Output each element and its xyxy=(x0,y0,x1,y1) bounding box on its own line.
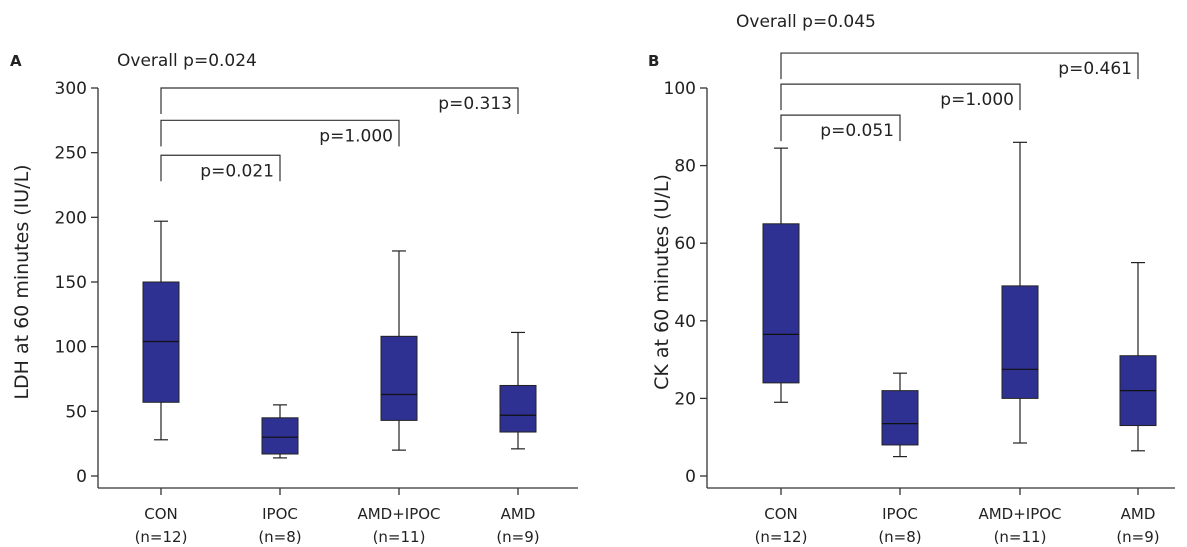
significance-bracket xyxy=(780,83,1021,111)
box-amd xyxy=(499,331,537,450)
y-tick-label: 50 xyxy=(65,402,87,422)
x-tick-label: AMD+IPOC xyxy=(357,505,440,523)
y-axis-label: CK at 60 minutes (U/L) xyxy=(651,174,673,390)
x-tick-label: AMD+IPOC xyxy=(978,505,1061,523)
p-value-label: p=0.021 xyxy=(200,161,274,181)
significance-bracket xyxy=(160,119,400,147)
p-value-label: p=0.461 xyxy=(1058,59,1132,79)
y-tick-label: 0 xyxy=(685,467,696,487)
x-tick-sample-size: (n=12) xyxy=(135,528,188,546)
x-tick-sample-size: (n=9) xyxy=(1116,528,1159,546)
y-tick-label: 0 xyxy=(76,467,87,487)
y-tick-label: 250 xyxy=(55,144,87,164)
significance-bracket xyxy=(780,114,901,142)
panel-letter: A xyxy=(10,52,22,70)
x-tick-label: CON xyxy=(144,505,178,523)
y-tick-label: 300 xyxy=(55,79,87,99)
y-tick-label: 100 xyxy=(664,79,696,99)
x-tick-sample-size: (n=11) xyxy=(994,528,1047,546)
x-tick-sample-size: (n=8) xyxy=(878,528,921,546)
box-amd xyxy=(1119,262,1157,452)
panel-a: A Overall p=0.024 0 50 100 150 200 250 300 LDH at… xyxy=(10,51,578,546)
x-tick-label: CON xyxy=(764,505,798,523)
box-amd-ipoc xyxy=(1001,141,1039,444)
iqr-box xyxy=(762,223,800,384)
x-tick-label: IPOC xyxy=(262,505,298,523)
box-amd-ipoc xyxy=(380,250,418,451)
x-tick-sample-size: (n=11) xyxy=(373,528,426,546)
box-ipoc xyxy=(881,372,919,458)
p-value-label: p=0.051 xyxy=(820,121,894,141)
significance-bracket xyxy=(780,52,1139,80)
p-value-label: p=1.000 xyxy=(319,126,393,146)
x-tick-sample-size: (n=9) xyxy=(496,528,539,546)
iqr-box xyxy=(1001,285,1039,399)
y-tick-label: 100 xyxy=(55,338,87,358)
y-tick-label: 150 xyxy=(55,273,87,293)
y-tick-label: 20 xyxy=(674,389,696,409)
significance-bracket xyxy=(160,154,281,182)
x-tick-label: AMD xyxy=(1121,505,1156,523)
panel-letter: B xyxy=(648,52,659,70)
box-con xyxy=(142,220,180,441)
y-tick-label: 80 xyxy=(674,157,696,177)
iqr-box xyxy=(380,335,418,421)
significance-bracket xyxy=(160,87,519,114)
overall-p-value: Overall p=0.024 xyxy=(117,51,257,71)
box-con xyxy=(762,147,800,403)
iqr-box xyxy=(499,384,537,433)
p-value-label: p=0.313 xyxy=(438,94,512,114)
box-ipoc xyxy=(261,404,299,459)
iqr-box xyxy=(881,390,919,446)
x-tick-label: AMD xyxy=(501,505,536,523)
y-axis-label: LDH at 60 minutes (IU/L) xyxy=(11,164,33,399)
iqr-box xyxy=(261,417,299,455)
y-tick-label: 60 xyxy=(674,234,696,254)
x-tick-sample-size: (n=8) xyxy=(258,528,301,546)
panel-b: B Overall p=0.045 0 20 40 60 80 100 CK at 60 min… xyxy=(648,12,1175,546)
x-tick-label: IPOC xyxy=(882,505,918,523)
overall-p-value: Overall p=0.045 xyxy=(736,12,876,32)
p-value-label: p=1.000 xyxy=(940,90,1014,110)
y-tick-label: 200 xyxy=(55,208,87,228)
y-tick-label: 40 xyxy=(674,312,696,332)
x-tick-sample-size: (n=12) xyxy=(755,528,808,546)
iqr-box xyxy=(142,281,180,403)
